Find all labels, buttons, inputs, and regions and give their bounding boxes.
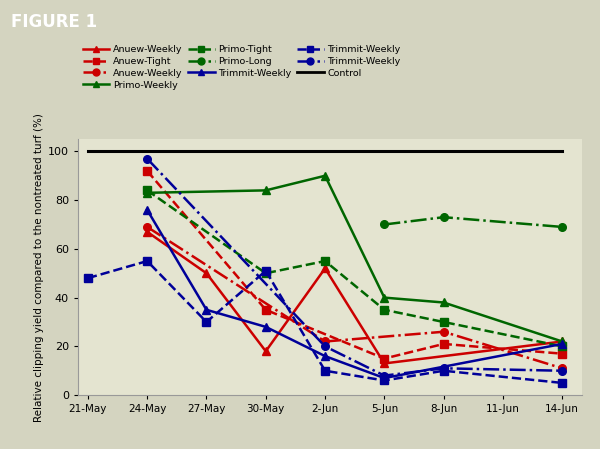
Text: FIGURE 1: FIGURE 1 xyxy=(11,13,97,31)
Y-axis label: Relative clipping yield compared to the nontreated turf (%): Relative clipping yield compared to the … xyxy=(34,113,44,422)
Legend: Anuew-Weekly, Anuew-Tight, Anuew-Weekly, Primo-Weekly, Primo-Tight, Primo-Long, : Anuew-Weekly, Anuew-Tight, Anuew-Weekly,… xyxy=(83,45,401,90)
